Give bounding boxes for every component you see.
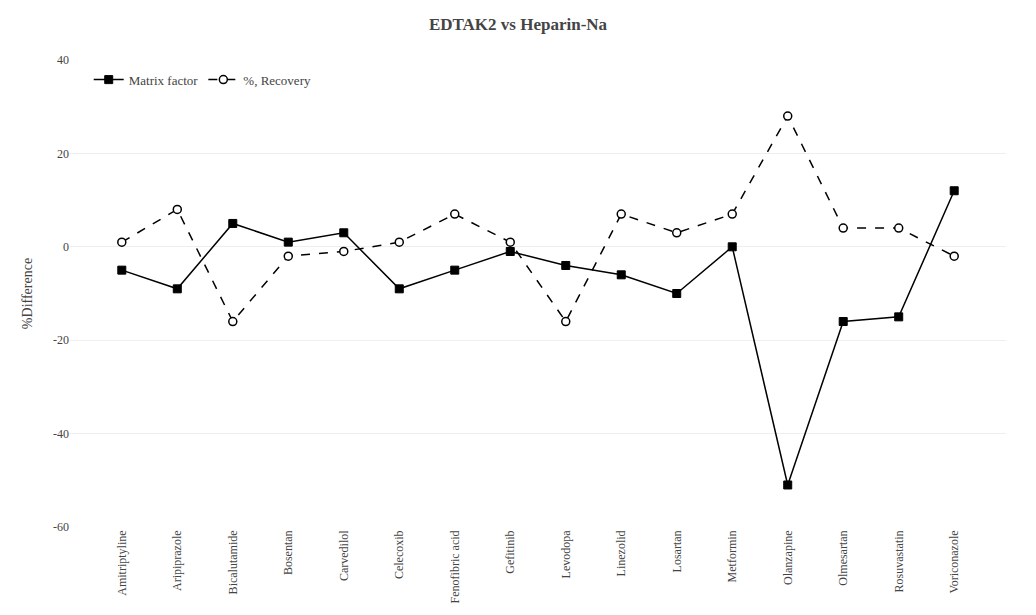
svg-text:Bosentan: Bosentan	[281, 530, 295, 575]
svg-text:Celecoxib: Celecoxib	[392, 530, 406, 579]
svg-text:Amitriptyline: Amitriptyline	[115, 530, 129, 595]
svg-text:-60: -60	[53, 520, 69, 534]
svg-text:Metformin: Metformin	[725, 530, 739, 582]
svg-text:Losartan: Losartan	[670, 530, 684, 572]
svg-text:Olmesartan: Olmesartan	[836, 530, 850, 585]
svg-text:40: 40	[57, 53, 69, 67]
svg-text:20: 20	[57, 147, 69, 161]
svg-text:Bicalutamide: Bicalutamide	[226, 530, 240, 594]
svg-text:Fenofibric acid: Fenofibric acid	[448, 530, 462, 603]
svg-text:Aripiprazole: Aripiprazole	[170, 530, 184, 591]
svg-text:Gefitinib: Gefitinib	[503, 530, 517, 573]
svg-text:0: 0	[63, 240, 69, 254]
svg-text:Olanzapine: Olanzapine	[781, 530, 795, 585]
svg-text:-20: -20	[53, 333, 69, 347]
svg-text:Voriconazole: Voriconazole	[947, 530, 961, 593]
svg-text:%, Recovery: %, Recovery	[243, 73, 311, 88]
svg-text:Rosuvastatin: Rosuvastatin	[892, 530, 906, 592]
svg-text:%Difference: %Difference	[20, 258, 35, 329]
svg-text:Linezolid: Linezolid	[614, 530, 628, 576]
svg-text:Levodopa: Levodopa	[559, 530, 573, 579]
svg-text:Matrix factor: Matrix factor	[129, 73, 199, 88]
svg-text:EDTAK2 vs Heparin-Na: EDTAK2 vs Heparin-Na	[429, 15, 608, 34]
svg-text:Carvedilol: Carvedilol	[337, 530, 351, 581]
svg-text:-40: -40	[53, 427, 69, 441]
